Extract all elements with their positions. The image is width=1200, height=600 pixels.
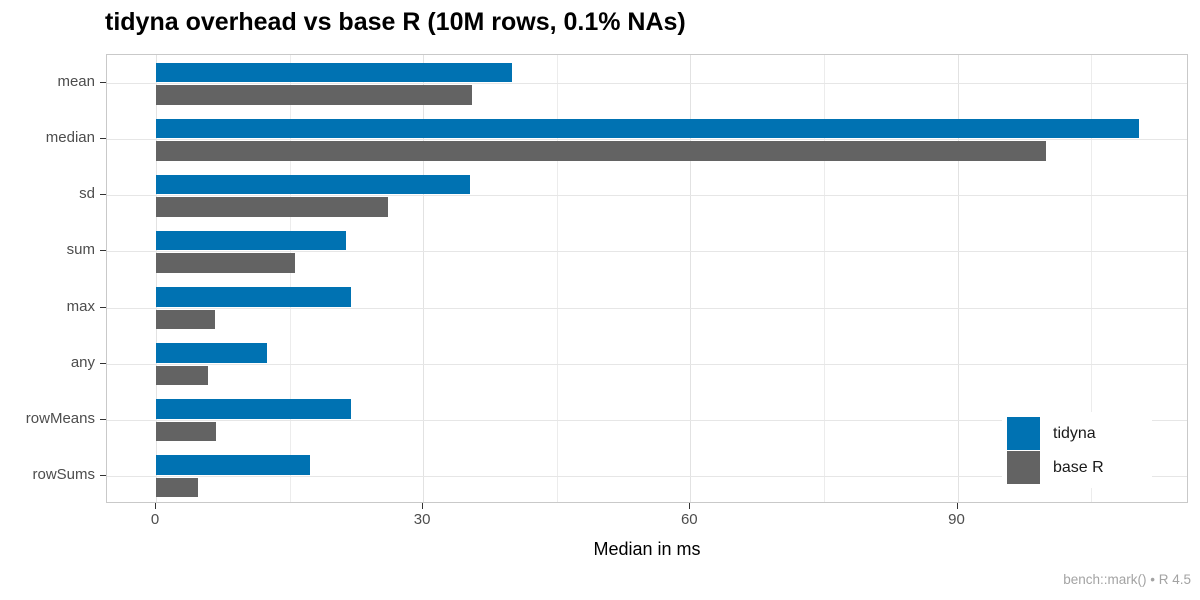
gridline-y-sd <box>107 195 1187 197</box>
gridline-minor-x-105 <box>1091 55 1092 502</box>
y-axis-label-rowSums: rowSums <box>32 465 95 483</box>
gridline-y-any <box>107 363 1187 365</box>
y-tick-sum <box>100 250 106 252</box>
bar-tidyna-max <box>156 287 351 307</box>
bar-tidyna-sd <box>156 174 470 195</box>
bar-tidyna-rowSums <box>156 455 311 475</box>
gridline-minor-x-15 <box>289 55 291 502</box>
y-tick-mean <box>100 82 106 84</box>
bar-base-R-rowMeans <box>156 421 216 442</box>
gridline-y-rowSums <box>107 475 1187 477</box>
bar-tidyna-rowMeans <box>156 399 351 419</box>
legend-label-base-R: base R <box>1053 458 1104 476</box>
y-axis-label-mean: mean <box>57 73 95 91</box>
bar-tidyna-sum <box>156 230 346 251</box>
gridline-y-rowMeans <box>107 419 1187 421</box>
x-axis-label-30: 30 <box>413 511 431 528</box>
x-tick-0 <box>155 503 156 509</box>
x-tick-30 <box>422 503 424 509</box>
bar-base-R-sum <box>156 253 295 273</box>
gridline-major-x-0 <box>156 55 157 502</box>
gridline-major-x-30 <box>423 55 425 502</box>
bar-base-R-any <box>156 365 208 386</box>
y-axis-label-max: max <box>66 297 95 315</box>
gridline-major-x-90 <box>957 55 959 502</box>
x-axis-label-0: 0 <box>150 511 160 528</box>
gridline-y-max <box>107 307 1187 309</box>
legend-key-base-R <box>1007 450 1040 484</box>
gridline-y-sum <box>107 251 1187 253</box>
y-tick-rowMeans <box>100 418 106 420</box>
bar-tidyna-any <box>156 343 268 363</box>
y-tick-any <box>100 362 106 364</box>
gridline-y-mean <box>107 83 1187 85</box>
y-axis-label-median: median <box>45 129 95 147</box>
x-axis-label-60: 60 <box>680 511 698 528</box>
legend: tidyna base R <box>1002 412 1152 488</box>
y-axis-label-sum: sum <box>66 241 95 259</box>
bar-base-R-sd <box>156 197 388 217</box>
chart-title: tidyna overhead vs base R (10M rows, 0.1… <box>105 8 686 36</box>
gridline-y-median <box>107 139 1187 141</box>
legend-key-tidyna <box>1007 417 1040 450</box>
bar-tidyna-mean <box>156 62 513 83</box>
gridline-minor-x-75 <box>823 55 825 502</box>
y-axis-label-sd: sd <box>79 185 95 203</box>
chart-caption: bench::mark() • R 4.5 <box>1063 572 1191 587</box>
gridline-minor-x-45 <box>556 55 558 502</box>
gridline-major-x-60 <box>690 55 692 502</box>
x-tick-90 <box>956 503 958 509</box>
bar-tidyna-median <box>156 118 1140 139</box>
y-tick-median <box>100 138 106 140</box>
plot-panel <box>106 54 1188 503</box>
y-axis-label-rowMeans: rowMeans <box>25 409 95 427</box>
x-axis-label-90: 90 <box>948 511 965 528</box>
bar-base-R-mean <box>156 85 473 105</box>
bar-base-R-max <box>156 309 215 330</box>
legend-label-tidyna: tidyna <box>1053 425 1096 442</box>
x-tick-60 <box>689 503 691 509</box>
y-axis-label-any: any <box>70 353 95 371</box>
y-tick-sd <box>100 194 106 196</box>
bar-base-R-rowSums <box>156 477 198 498</box>
x-axis-title: Median in ms <box>593 539 701 559</box>
bar-base-R-median <box>156 141 1046 161</box>
y-tick-max <box>100 306 106 308</box>
y-tick-rowSums <box>100 474 106 476</box>
